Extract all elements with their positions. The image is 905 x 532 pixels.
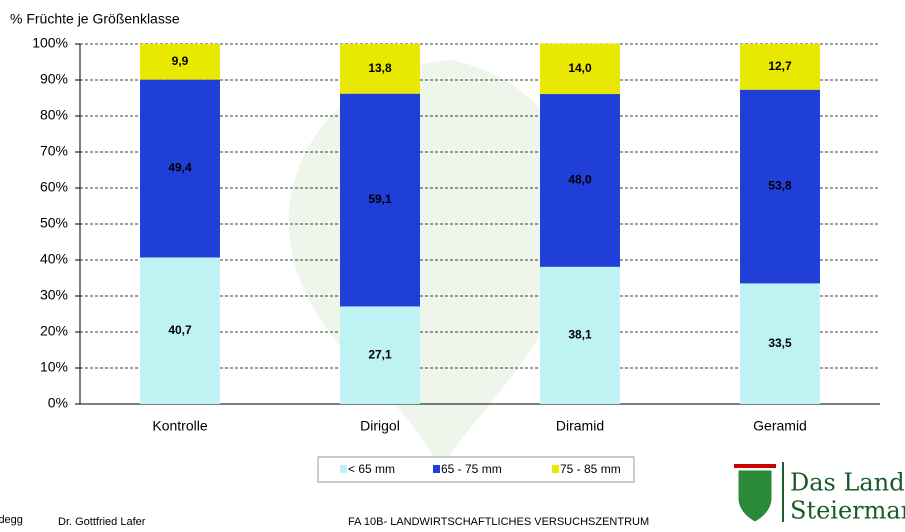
value-label: 49,4 [168,161,192,175]
legend-label: < 65 mm [348,462,395,476]
footer-institution: FA 10B- LANDWIRTSCHAFTLICHES VERSUCHSZEN… [348,516,649,528]
legend-label: 65 - 75 mm [441,462,502,476]
bar-segment [340,44,420,94]
background-leaf [288,60,584,470]
bar-segment [140,257,220,404]
value-label: 53,8 [768,179,792,193]
y-tick-label: 90% [40,71,68,87]
x-tick-label: Dirigol [360,418,400,434]
bar-segment [140,44,220,80]
bar-segment [540,43,620,95]
value-label: 38,1 [568,328,592,342]
logo-shield [737,469,773,523]
y-tick-label: 10% [40,359,68,375]
y-tick-label: 40% [40,251,68,267]
bar-segment [540,94,620,267]
value-label: 27,1 [368,347,392,361]
value-label: 14,0 [568,61,592,75]
y-tick-label: 100% [32,35,68,51]
legend-swatch [433,465,440,473]
legend-swatch [340,465,347,473]
x-tick-label: Kontrolle [152,418,207,434]
bar-segment [740,283,820,404]
legend [317,456,635,483]
value-label: 33,5 [768,336,792,350]
logo-text: Das Land [790,469,905,497]
value-label: 48,0 [568,173,592,187]
y-tick-label: 50% [40,215,68,231]
y-tick-label: 20% [40,323,68,339]
footer-author: Dr. Gottfried Lafer [58,516,146,528]
bar-segment [740,89,820,284]
logo-bar [782,462,784,522]
value-label: 13,8 [368,61,392,75]
bar-segment [340,306,420,404]
bar-segment [540,266,620,404]
y-tick-label: 60% [40,179,68,195]
x-tick-label: Diramid [556,418,604,434]
y-tick-label: 70% [40,143,68,159]
value-label: 40,7 [168,323,192,337]
bar-segment [740,44,820,90]
value-label: 59,1 [368,192,392,206]
value-label: 9,9 [172,54,189,68]
y-tick-label: 30% [40,287,68,303]
bar-segment [140,79,220,258]
legend-swatch [552,465,559,473]
value-label: 12,7 [768,59,792,73]
x-tick-label: Geramid [753,418,807,434]
bar-segment [340,93,420,307]
legend-label: 75 - 85 mm [560,462,621,476]
y-axis-label: % Früchte je Größenklasse [10,11,180,27]
y-tick-label: 0% [48,395,68,411]
y-tick-label: 80% [40,107,68,123]
logo-text: Steiermark [790,497,905,525]
footer-fragment: idegg [0,514,23,526]
